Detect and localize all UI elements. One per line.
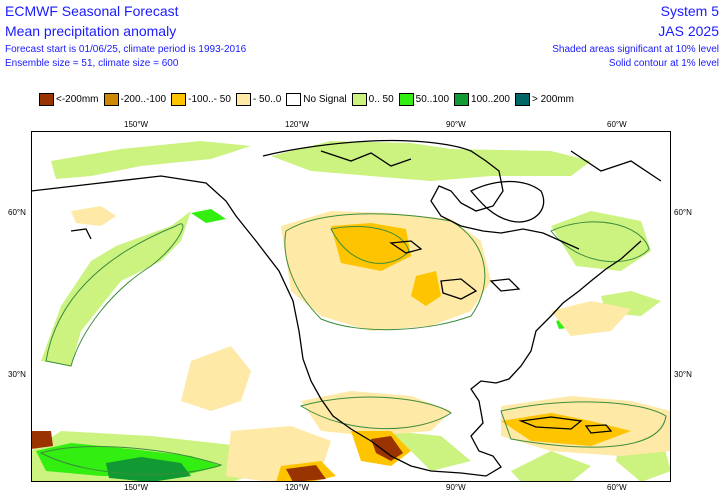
lon-label-bottom: 150°W — [124, 483, 149, 492]
coastlines — [31, 139, 662, 477]
legend-swatch — [454, 92, 470, 106]
lon-label-top: 120°W — [285, 120, 310, 129]
ensemble-size-text: Ensemble size = 51, climate size = 600 — [5, 58, 179, 69]
significance-10-note: Shaded areas significant at 10% level — [552, 44, 719, 55]
legend-swatch — [39, 92, 54, 106]
legend-label: 50..100 — [415, 93, 450, 105]
legend-swatch — [514, 92, 530, 106]
legend-label: -200..-100 — [120, 93, 167, 105]
legend-label: No Signal — [303, 93, 347, 105]
lon-label-top: 60°W — [607, 120, 627, 129]
legend-label: -100..- 50 — [188, 93, 231, 105]
legend-label: > 200mm — [531, 93, 574, 105]
lon-label-bottom: 120°W — [285, 483, 310, 492]
legend-label: 100..200 — [471, 93, 510, 105]
legend-item: -200..-100 — [103, 91, 167, 107]
lat-label-right: 60°N — [674, 208, 692, 217]
lon-label-top: 90°W — [446, 120, 466, 129]
significance-1-note: Solid contour at 1% level — [608, 58, 719, 69]
forecast-start-text: Forecast start is 01/06/25, climate peri… — [5, 44, 247, 55]
legend-swatch — [398, 92, 414, 106]
season-label: JAS 2025 — [658, 23, 719, 39]
anomaly-map — [31, 131, 671, 482]
legend-swatch — [171, 92, 187, 106]
lon-label-bottom: 60°W — [607, 483, 627, 492]
legend-item: No Signal — [286, 91, 347, 107]
very-wet-region — [106, 457, 191, 482]
lat-label-left: 30°N — [8, 370, 26, 379]
lat-label-left: 60°N — [8, 208, 26, 217]
map-subtitle: Mean precipitation anomaly — [5, 23, 177, 39]
legend-item: - 50..0 — [235, 91, 282, 107]
legend-label: <-200mm — [56, 93, 99, 105]
lon-label-bottom: 90°W — [446, 483, 466, 492]
strong-dry-regions — [31, 431, 403, 482]
system-label: System 5 — [660, 3, 719, 19]
lon-label-top: 150°W — [124, 120, 149, 129]
legend-item: 100..200 — [454, 91, 510, 107]
legend-label: 0.. 50 — [368, 93, 394, 105]
map-title: ECMWF Seasonal Forecast — [5, 3, 179, 19]
legend-item: 0.. 50 — [351, 91, 394, 107]
significance-contours — [39, 213, 667, 475]
legend-swatch — [235, 92, 251, 106]
lat-label-right: 30°N — [674, 370, 692, 379]
legend-swatch — [103, 92, 119, 106]
map-frame — [31, 131, 671, 482]
legend-item: > 200mm — [514, 91, 574, 107]
legend-item: 50..100 — [398, 91, 450, 107]
legend-label: - 50..0 — [252, 93, 282, 105]
legend-item: <-200mm — [39, 91, 99, 107]
legend-swatch — [351, 92, 367, 106]
legend-item: -100..- 50 — [171, 91, 231, 107]
legend: <-200mm -200..-100 -100..- 50 - 50..0 No… — [39, 91, 574, 107]
legend-swatch — [286, 92, 302, 106]
